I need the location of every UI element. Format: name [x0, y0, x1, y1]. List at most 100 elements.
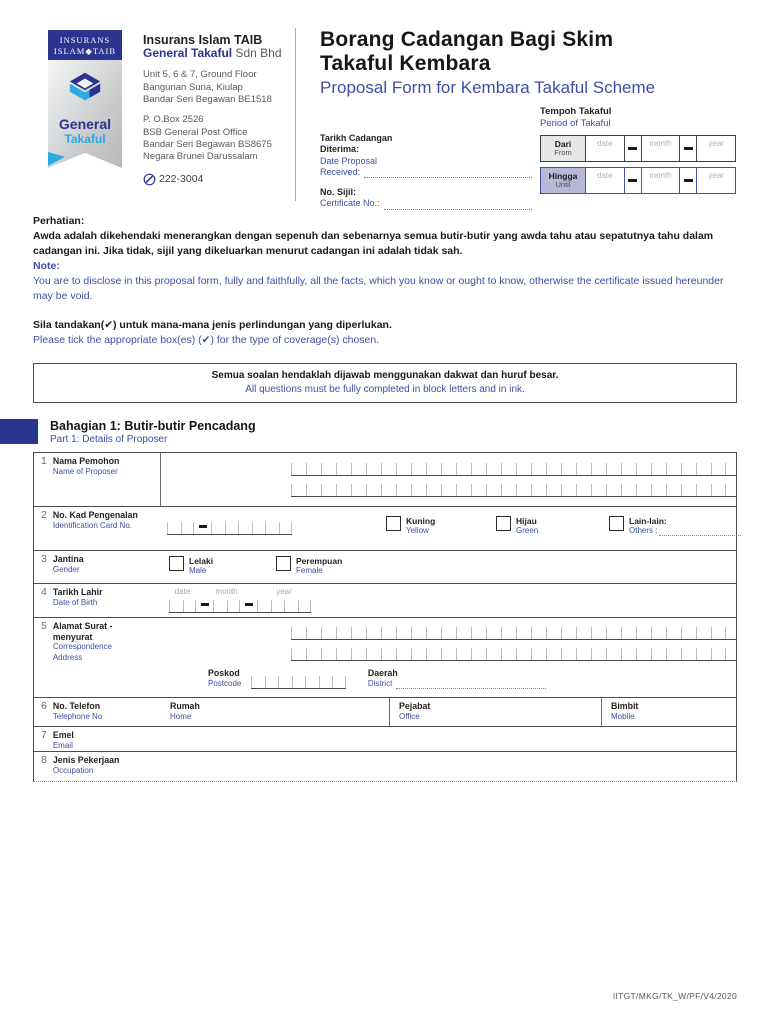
- dob-date-comb[interactable]: [169, 597, 196, 614]
- logo-banner: INSURANS ISLAM◆TAIB: [48, 30, 122, 61]
- others-fill-line[interactable]: [659, 528, 741, 537]
- period-until-label: Hingga Until: [541, 167, 585, 193]
- checkbox-hijau[interactable]: [496, 516, 511, 532]
- phone-office-field[interactable]: Pejabat Office: [389, 698, 601, 727]
- logo-takaful-text: Takaful: [64, 132, 106, 147]
- block-letters-ms: Semua soalan hendaklah dijawab menggunak…: [211, 370, 559, 382]
- checkbox-kuning[interactable]: [386, 516, 401, 532]
- row-telephone: 6 No. Telefon Telephone No Rumah Home Peja…: [34, 698, 736, 728]
- certificate-label-ms: No. Sijil:: [320, 187, 356, 197]
- office-use-block: Tarikh Cadangan Diterima: Date Proposal …: [320, 133, 532, 210]
- postcode-input[interactable]: [251, 673, 346, 690]
- section-marker: [0, 419, 38, 445]
- header-divider: [295, 28, 296, 201]
- district-fill-line[interactable]: [396, 681, 547, 690]
- period-title-ms: Tempoh Takaful: [540, 106, 612, 117]
- notice-heading-ms: Perhatian:: [33, 215, 85, 227]
- logo-banner-line1: INSURANS: [59, 35, 111, 45]
- received-fill-line[interactable]: [364, 169, 532, 178]
- received-label-ms1: Tarikh Cadangan: [320, 133, 393, 143]
- dash-separator: [623, 135, 641, 161]
- company-logo: INSURANS ISLAM◆TAIB General Takaful: [48, 30, 122, 168]
- checkbox-perempuan[interactable]: [276, 556, 291, 572]
- phone-mobile-field[interactable]: Bimbit Mobile: [601, 698, 736, 727]
- ic-colour-option-yellow: Kuning Yellow: [386, 516, 435, 536]
- received-label-en1: Date Proposal: [320, 155, 378, 166]
- checkbox-lain-lain[interactable]: [609, 516, 624, 532]
- from-month-cell[interactable]: month: [640, 135, 680, 161]
- certificate-fill-line[interactable]: [383, 201, 532, 210]
- dash-separator: [679, 135, 696, 161]
- occupation-field[interactable]: [161, 752, 736, 781]
- ic-digits-comb[interactable]: [211, 519, 292, 536]
- from-date-cell[interactable]: date: [585, 135, 624, 161]
- dash-separator: [196, 597, 213, 614]
- name-input-line-1[interactable]: [291, 460, 736, 477]
- name-input-line-2[interactable]: [291, 481, 736, 498]
- ic-prefix-comb[interactable]: [167, 519, 194, 536]
- ic-number-input[interactable]: [167, 519, 292, 536]
- logo-banner-line2: ISLAM◆TAIB: [53, 45, 117, 56]
- row-3-label: 3 Jantina Gender: [41, 553, 84, 574]
- row-7-label: 7 Emel Email: [41, 729, 74, 750]
- phone-home-field[interactable]: Rumah Home: [170, 701, 200, 721]
- notice-section: Perhatian: Awda adalah dikehendaki mener…: [33, 214, 737, 348]
- gender-option-female: Perempuan Female: [276, 556, 342, 576]
- received-label-en2: Received:: [320, 166, 361, 177]
- period-of-takaful: Tempoh Takaful Period of Takaful Dari Fro…: [540, 106, 736, 194]
- proposer-details-table: 1 Nama Pemohon Name of Proposer 2 No. Kad…: [33, 452, 741, 783]
- email-field[interactable]: [161, 727, 736, 751]
- row-4-label: 4 Tarikh Lahir Date of Birth: [41, 586, 103, 607]
- page-title: Borang Cadangan Bagi Skim Takaful Kembar…: [320, 28, 655, 98]
- hexagon-logo-icon: [69, 73, 101, 101]
- dob-input[interactable]: date month year: [169, 587, 311, 614]
- form-reference-code: IITGT/MKG/TK_W/PF/V4/2020: [612, 991, 737, 1001]
- address-input-line-2[interactable]: [291, 645, 736, 662]
- row-6-label: 6 No. Telefon Telephone No: [41, 700, 103, 721]
- company-address-1: Unit 5, 6 & 7, Ground Floor Bangunan Sur…: [143, 69, 272, 105]
- row-gender: 3 Jantina Gender Lelaki Male Perempuan Fema…: [34, 551, 736, 585]
- until-month-cell[interactable]: month: [640, 167, 680, 193]
- block-letters-notice: Semua soalan hendaklah dijawab menggunak…: [33, 363, 737, 404]
- section-1-title-en: Part 1: Details of Proposer: [50, 434, 168, 446]
- notice-body-ms: Awda adalah dikehendaki menerangkan deng…: [33, 229, 714, 257]
- tick-instruction-en: Please tick the appropriate box(es) (✔) …: [33, 334, 380, 347]
- until-date-cell[interactable]: date: [585, 167, 624, 193]
- row-name-of-proposer: 1 Nama Pemohon Name of Proposer: [34, 453, 736, 508]
- phone-icon: [143, 173, 156, 186]
- dash-separator: [194, 519, 211, 536]
- from-year-cell[interactable]: year: [696, 135, 735, 161]
- tick-instruction-ms: Sila tandakan(✔) untuk mana-mana jenis p…: [33, 319, 392, 332]
- dob-year-comb[interactable]: [257, 597, 311, 614]
- company-address-2: P. O.Box 2526 BSB General Post Office Ba…: [143, 114, 272, 163]
- dash-separator: [679, 167, 696, 193]
- company-info: Insurans Islam TAIB General Takaful Sdn …: [143, 33, 282, 186]
- period-from-label: Dari From: [541, 135, 585, 161]
- row-identification-card: 2 No. Kad Pengenalan Identification Card …: [34, 507, 741, 552]
- ic-colour-option-others: Lain-lain: Others :: [609, 516, 741, 537]
- checkbox-lelaki[interactable]: [169, 556, 184, 572]
- row-2-label: 2 No. Kad Pengenalan Identification Card …: [41, 509, 138, 530]
- dash-separator: [623, 167, 641, 193]
- gender-option-male: Lelaki Male: [169, 556, 213, 576]
- row-email: 7 Emel Email: [34, 727, 736, 753]
- block-letters-en: All questions must be fully completed in…: [245, 384, 525, 396]
- address-input-line-1[interactable]: [291, 624, 736, 641]
- title-english: Proposal Form for Kembara Takaful Scheme: [320, 78, 656, 98]
- row-8-label: 8 Jenis Pekerjaan Occupation: [41, 754, 120, 775]
- company-brand-line: General Takaful Sdn Bhd: [143, 46, 282, 61]
- notice-heading-en: Note:: [33, 259, 60, 272]
- dob-month-comb[interactable]: [213, 597, 240, 614]
- logo-general-text: General: [58, 116, 112, 133]
- title-malay-line1: Borang Cadangan Bagi Skim: [320, 28, 614, 51]
- period-until-row: Hingga Until date month year: [540, 166, 736, 194]
- company-phone: 222-3004: [159, 172, 204, 185]
- section-1-header: Bahagian 1: Butir-butir Pencadang Part 1…: [0, 419, 737, 446]
- row-1-label: 1 Nama Pemohon Name of Proposer: [34, 453, 161, 507]
- received-label-ms2: Diterima:: [320, 144, 360, 155]
- until-year-cell[interactable]: year: [696, 167, 735, 193]
- dash-separator: [240, 597, 257, 614]
- period-title-en: Period of Takaful: [540, 117, 611, 129]
- certificate-label-en: Certificate No.:: [320, 198, 380, 209]
